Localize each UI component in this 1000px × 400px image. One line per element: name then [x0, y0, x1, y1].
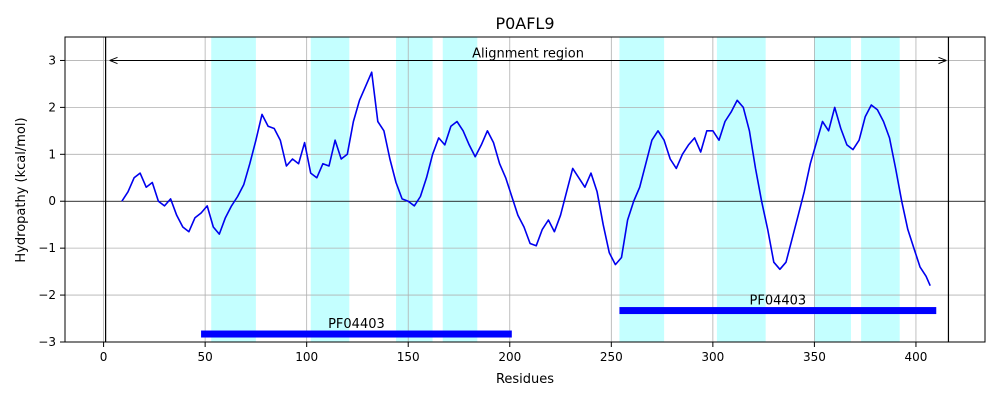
x-axis-label: Residues — [496, 372, 554, 387]
helix-band-2 — [310, 37, 350, 342]
domain-label-2: PF04403 — [750, 294, 807, 309]
x-tick-label: 100 — [295, 350, 318, 364]
domain-bar-1 — [201, 330, 512, 338]
y-tick-label: 3 — [48, 53, 56, 67]
y-tick-label: 1 — [48, 147, 56, 161]
hydropathy-series-line — [121, 71, 931, 287]
y-tick-label: 0 — [48, 194, 56, 208]
chart-title: P0AFL9 — [495, 14, 554, 33]
x-tick-label: 0 — [100, 350, 108, 364]
y-axis-label: Hydropathy (kcal/mol) — [14, 117, 29, 262]
x-tick-label: 300 — [701, 350, 724, 364]
y-tick-label: −3 — [38, 335, 56, 349]
x-tick-label: 50 — [197, 350, 212, 364]
y-tick-label: 2 — [48, 100, 56, 114]
x-tick-label: 150 — [397, 350, 420, 364]
x-tick-label: 350 — [803, 350, 826, 364]
alignment-region-label: Alignment region — [472, 46, 584, 61]
helix-band-1 — [211, 37, 256, 342]
y-tick-label: −2 — [38, 288, 56, 302]
helix-band-3 — [396, 37, 433, 342]
x-tick-label: 250 — [600, 350, 623, 364]
helix-band-8 — [861, 37, 900, 342]
helix-band-5 — [619, 37, 665, 342]
helix-band-7 — [814, 37, 851, 342]
helix-band-6 — [716, 37, 766, 342]
x-tick-label: 400 — [904, 350, 927, 364]
plot-frame — [64, 36, 986, 343]
y-tick-label: −1 — [38, 241, 56, 255]
domain-label-1: PF04403 — [328, 317, 385, 332]
helix-band-4 — [442, 37, 478, 342]
domain-bar-2 — [619, 307, 937, 315]
x-tick-label: 200 — [498, 350, 521, 364]
